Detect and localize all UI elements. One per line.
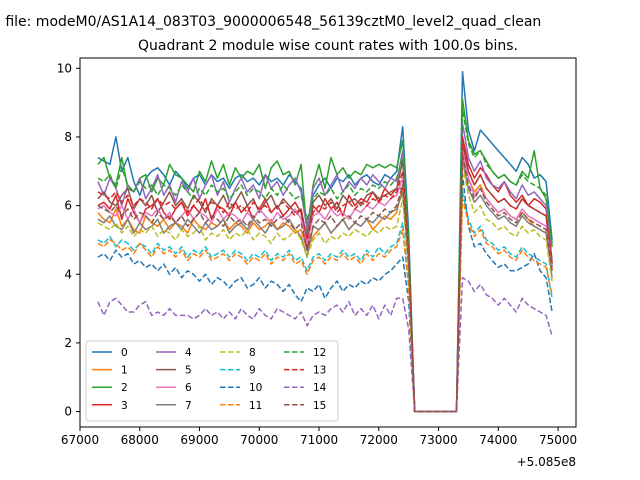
legend-label-0: 0	[121, 347, 128, 359]
legend-label-2: 2	[121, 382, 128, 394]
legend-label-11: 11	[249, 400, 262, 412]
legend-label-4: 4	[185, 347, 192, 359]
legend-label-5: 5	[185, 365, 192, 377]
x-tick-label: 70000	[240, 433, 278, 447]
series-line-9	[97, 191, 553, 413]
y-tick-label: 2	[64, 336, 72, 350]
axes: 67000 68000 69000 70000 71000 72000 73000 74000…	[57, 57, 577, 447]
legend-label-10: 10	[249, 382, 262, 394]
series-line-2	[97, 98, 553, 413]
y-tick-label: 4	[64, 267, 72, 281]
x-tick-label: 74000	[479, 433, 517, 447]
legend-label-15: 15	[313, 400, 326, 412]
legend-label-6: 6	[185, 382, 192, 394]
x-tick-label: 67000	[61, 433, 99, 447]
x-tick-label: 75000	[539, 433, 577, 447]
legend-label-12: 12	[313, 347, 326, 359]
axes-frame	[79, 57, 577, 428]
x-tick-label: 72000	[360, 433, 398, 447]
x-tick-label: 71000	[300, 433, 338, 447]
series-line-12	[97, 108, 553, 413]
series-line-13	[97, 136, 553, 413]
series-line-4	[97, 122, 553, 413]
legend-label-3: 3	[121, 400, 128, 412]
x-offset-label: +5.085e8	[517, 455, 576, 469]
series-line-8	[97, 163, 553, 413]
figure-suptitle: n file: modeM0/AS1A14_083T03_9000006548_…	[0, 14, 541, 30]
y-tick-label: 6	[64, 199, 72, 213]
chart-title: Quadrant 2 module wise count rates with …	[138, 38, 518, 54]
series-line-3	[97, 136, 553, 413]
x-tick-label: 68000	[121, 433, 159, 447]
series-line-15	[97, 153, 553, 413]
legend-label-1: 1	[121, 365, 128, 377]
series-line-10	[97, 173, 553, 413]
x-tick-label: 69000	[180, 433, 218, 447]
y-tick-label: 8	[64, 130, 72, 144]
series-line-14	[97, 276, 553, 413]
legend-label-8: 8	[249, 347, 256, 359]
x-tick-label: 73000	[419, 433, 457, 447]
y-tick-label: 0	[64, 405, 72, 419]
legend-label-9: 9	[249, 365, 256, 377]
y-tick-label: 10	[57, 61, 72, 75]
legend-label-13: 13	[313, 365, 326, 377]
legend-label-7: 7	[185, 400, 192, 412]
series-line-0	[97, 70, 553, 413]
legend-frame	[85, 340, 339, 422]
legend-label-14: 14	[313, 382, 327, 394]
series-line-11	[97, 197, 553, 413]
plot-area	[97, 70, 553, 413]
